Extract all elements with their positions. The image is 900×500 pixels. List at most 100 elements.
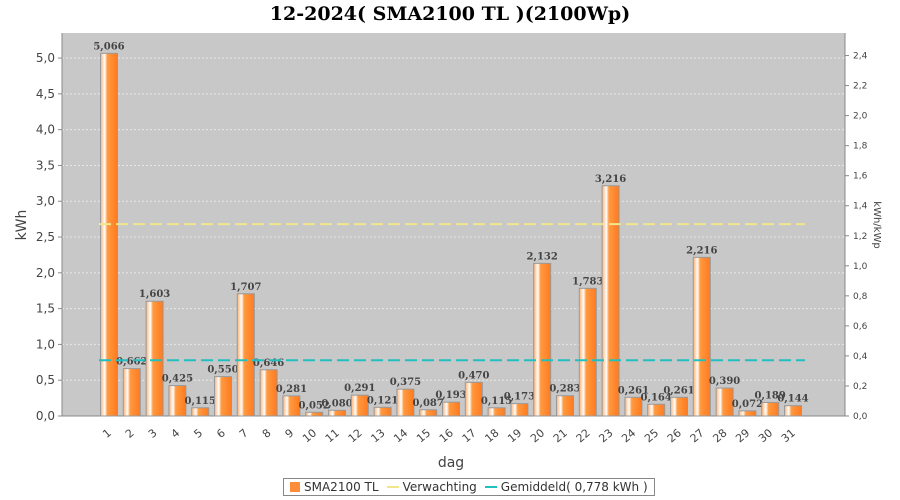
legend-label: SMA2100 TL: [304, 480, 379, 494]
chart-title: 12-2024( SMA2100 TL )(2100Wp): [269, 3, 631, 25]
x-tick-label: 21: [551, 426, 570, 445]
legend-label: Verwachting: [402, 480, 477, 494]
y2-tick-label: 2,2: [853, 82, 867, 92]
bar: [122, 368, 141, 417]
data-label: 0,144: [777, 394, 808, 405]
x-tick-label: 15: [414, 426, 433, 445]
y2-tick-label: 0,6: [853, 322, 868, 332]
y-tick-label: 0,0: [36, 409, 55, 423]
y2-tick-label: 1,2: [853, 232, 867, 242]
x-tick-label: 30: [756, 426, 775, 445]
x-tick-label: 25: [642, 426, 661, 445]
bar: [259, 369, 278, 417]
y-tick-label: 3,0: [36, 194, 55, 208]
plot-area: [62, 33, 845, 416]
legend-label: Gemiddeld( 0,778 kWh ): [500, 480, 648, 494]
y-axis-label: kWh: [14, 210, 30, 241]
legend-swatch-bar: [290, 482, 300, 492]
y2-tick-label: 0,0: [853, 412, 868, 422]
y2-tick-label: 1,4: [853, 202, 868, 212]
bar: [282, 395, 301, 417]
data-label: 0,121: [367, 395, 398, 406]
x-tick-label: 17: [460, 426, 479, 445]
x-tick-label: 12: [346, 426, 365, 445]
x-tick-label: 7: [237, 426, 251, 440]
bar: [784, 405, 802, 417]
y2-tick-label: 2,4: [853, 52, 868, 62]
x-tick-label: 19: [505, 426, 524, 445]
x-tick-label: 18: [482, 426, 501, 445]
bar: [670, 396, 688, 417]
data-label: 0,115: [481, 396, 512, 407]
x-tick-label: 6: [214, 426, 228, 440]
bar: [578, 287, 597, 417]
x-tick-label: 28: [710, 426, 729, 445]
x-tick-label: 8: [260, 426, 274, 440]
x-tick-label: 14: [391, 426, 410, 445]
y2-tick-label: 1,8: [853, 142, 868, 152]
bar: [715, 387, 734, 417]
data-label: 0,072: [732, 399, 763, 410]
data-label: 0,087: [413, 398, 444, 409]
data-label: 0,291: [344, 383, 375, 394]
data-label: 0,080: [321, 398, 352, 409]
x-tick-label: 1: [100, 426, 114, 440]
data-label: 5,066: [93, 41, 124, 52]
bar: [373, 406, 392, 417]
y2-tick-label: 0,8: [853, 292, 868, 302]
bar: [692, 256, 711, 417]
y-tick-label: 2,0: [36, 266, 55, 280]
y2-tick-label: 0,4: [853, 352, 868, 362]
y-tick-label: 4,0: [36, 123, 55, 137]
x-axis-label: dag: [438, 455, 464, 471]
bar: [100, 52, 118, 417]
bar: [145, 300, 164, 417]
y-tick-label: 3,5: [36, 158, 55, 172]
bar: [328, 409, 346, 417]
data-label: 0,261: [618, 385, 649, 396]
bar: [761, 401, 780, 417]
x-tick-label: 2: [123, 426, 137, 440]
x-tick-label: 11: [323, 426, 342, 445]
data-label: 0,173: [504, 392, 535, 403]
bar: [419, 409, 438, 417]
data-label: 0,662: [116, 357, 147, 368]
legend: SMA2100 TL Verwachting Gemiddeld( 0,778 …: [283, 478, 655, 496]
bar: [191, 407, 210, 417]
data-label: 0,470: [458, 370, 489, 381]
y-tick-label: 5,0: [36, 51, 55, 65]
x-tick-label: 13: [368, 426, 387, 445]
data-label: 1,603: [139, 289, 170, 300]
data-label: 0,646: [253, 358, 284, 369]
y-tick-label: 2,5: [36, 230, 55, 244]
x-tick-label: 22: [574, 426, 593, 445]
x-tick-label: 9: [283, 426, 297, 440]
bar: [236, 293, 255, 417]
x-tick-label: 31: [779, 426, 798, 445]
x-tick-label: 20: [528, 426, 547, 445]
data-label: 0,164: [641, 392, 672, 403]
legend-swatch-average: [484, 486, 497, 488]
data-label: 2,132: [527, 251, 558, 262]
data-label: 0,189: [755, 390, 786, 401]
data-label: 0,283: [549, 384, 580, 395]
y2-tick-label: 1,6: [853, 172, 868, 182]
x-tick-label: 26: [665, 426, 684, 445]
data-label: 0,281: [276, 384, 307, 395]
bar: [214, 376, 232, 417]
bar: [442, 401, 460, 417]
x-tick-label: 4: [169, 426, 183, 440]
bar: [168, 385, 187, 417]
bar: [601, 185, 620, 417]
x-tick-label: 16: [437, 426, 456, 445]
data-label: 0,115: [185, 396, 216, 407]
y-tick-label: 4,5: [36, 87, 55, 101]
bar: [510, 403, 529, 417]
y2-axis-label: kWh/kWp: [871, 201, 882, 248]
bar: [647, 403, 666, 417]
legend-swatch-expected: [386, 486, 399, 488]
data-label: 3,216: [595, 174, 626, 185]
data-label: 0,425: [162, 374, 193, 385]
bar: [624, 396, 643, 417]
